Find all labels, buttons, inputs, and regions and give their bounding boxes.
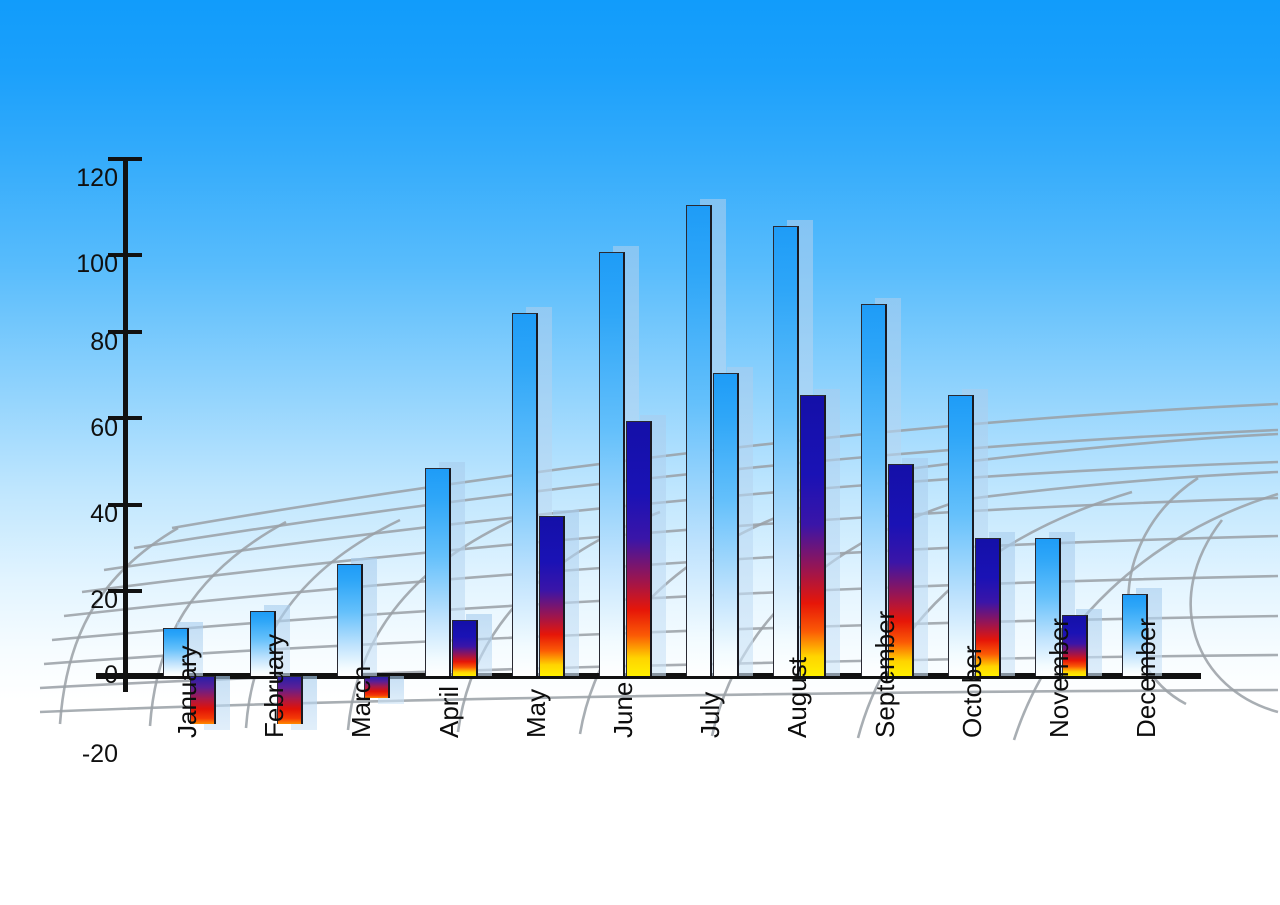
bar-march-series1[interactable] — [337, 563, 364, 676]
y-tick-label-40: 40 — [90, 500, 118, 528]
bar-august-series2[interactable] — [800, 394, 827, 676]
y-tick-100 — [108, 253, 142, 257]
y-tick-60 — [108, 416, 142, 420]
x-label-march: March — [346, 665, 377, 738]
bar-december-series1[interactable] — [1122, 593, 1149, 676]
y-tick-label-80: 80 — [90, 328, 118, 356]
x-label-december: December — [1131, 618, 1162, 738]
bar-october-series2[interactable] — [974, 537, 1001, 676]
bar-september-series2[interactable] — [887, 464, 914, 676]
x-label-may: May — [520, 688, 551, 738]
x-label-june: June — [608, 681, 638, 738]
bar-february-series1[interactable] — [250, 611, 277, 676]
y-axis-line — [123, 157, 128, 692]
x-axis-line — [96, 673, 1201, 679]
bar-july-series1[interactable] — [686, 204, 713, 676]
x-label-august: August — [782, 657, 813, 738]
y-tick-20 — [108, 589, 142, 593]
bar-june-series2[interactable] — [626, 420, 652, 676]
y-tick-120 — [108, 157, 142, 161]
y-tick-label-100: 100 — [76, 250, 118, 278]
x-label-january: January — [172, 645, 202, 739]
x-label-september: September — [869, 610, 900, 738]
y-tick-label-120: 120 — [76, 164, 118, 192]
x-label-october: October — [956, 645, 987, 739]
bar-november-series1[interactable] — [1035, 537, 1061, 676]
x-label-july: July — [695, 691, 726, 738]
bar-august-series1[interactable] — [773, 226, 800, 676]
bar-october-series1[interactable] — [947, 394, 974, 676]
bar-september-series1[interactable] — [860, 304, 887, 676]
x-label-november: November — [1044, 618, 1074, 738]
y-tick-label-20: 20 — [90, 586, 118, 614]
y-tick-80 — [108, 330, 142, 334]
bar-april-series2[interactable] — [451, 619, 478, 676]
y-tick-label-0: 0 — [104, 661, 118, 689]
floor-background — [0, 700, 1280, 905]
bar-november-series2[interactable] — [1062, 615, 1088, 676]
y-tick-label-60: 60 — [90, 414, 118, 442]
bar-march-series2[interactable] — [364, 676, 391, 698]
bar-january-series2[interactable] — [190, 676, 216, 724]
bar-july-series2[interactable] — [713, 373, 740, 676]
y-tick-label-minus20: -20 — [81, 740, 118, 768]
x-label-april: April — [433, 685, 464, 738]
y-tick-40 — [108, 503, 142, 507]
bar-february-series2[interactable] — [277, 676, 304, 724]
bar-january-series1[interactable] — [163, 628, 189, 676]
bar-april-series1[interactable] — [424, 468, 451, 676]
bar-june-series1[interactable] — [599, 252, 625, 676]
x-label-february: February — [259, 633, 290, 738]
bar-may-series2[interactable] — [538, 515, 565, 676]
bar-may-series1[interactable] — [511, 312, 538, 676]
